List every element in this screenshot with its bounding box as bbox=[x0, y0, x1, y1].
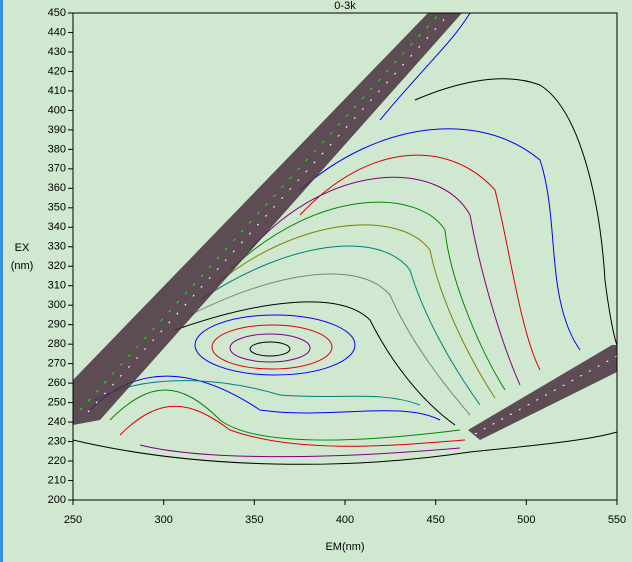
y-tick-label: 330 bbox=[48, 241, 66, 253]
y-tick-label: 290 bbox=[48, 319, 66, 331]
x-tick-label: 350 bbox=[245, 514, 263, 526]
y-tick-label: 300 bbox=[48, 299, 66, 311]
rayleigh-scatter-band bbox=[73, 12, 618, 440]
y-tick-label: 390 bbox=[48, 124, 66, 136]
y-tick-label: 400 bbox=[48, 104, 66, 116]
y-tick-label: 350 bbox=[48, 202, 66, 214]
y-axis-label: (nm) bbox=[11, 260, 34, 272]
y-tick-label: 320 bbox=[48, 260, 66, 272]
chart-title: 0-3k bbox=[334, 0, 356, 12]
x-axis-label: EM(nm) bbox=[325, 541, 364, 553]
y-tick-label: 260 bbox=[48, 377, 66, 389]
y-tick-label: 210 bbox=[48, 474, 66, 486]
y-tick-label: 310 bbox=[48, 280, 66, 292]
y-tick-label: 270 bbox=[48, 358, 66, 370]
window-edge bbox=[0, 0, 3, 562]
y-tick-label: 220 bbox=[48, 455, 66, 467]
y-tick-label: 450 bbox=[48, 7, 66, 19]
y-tick-label: 370 bbox=[48, 163, 66, 175]
y-tick-label: 230 bbox=[48, 435, 66, 447]
y-tick-label: 380 bbox=[48, 143, 66, 155]
y-tick-label: 280 bbox=[48, 338, 66, 350]
y-axis-label: EX bbox=[15, 242, 30, 254]
y-tick-label: 200 bbox=[48, 494, 66, 506]
x-tick-label: 300 bbox=[154, 514, 172, 526]
y-tick-label: 430 bbox=[48, 46, 66, 58]
x-tick-label: 250 bbox=[64, 514, 82, 526]
y-tick-label: 440 bbox=[48, 26, 66, 38]
x-tick-label: 450 bbox=[426, 514, 444, 526]
y-tick-label: 340 bbox=[48, 221, 66, 233]
x-tick-label: 550 bbox=[608, 514, 626, 526]
y-tick-label: 360 bbox=[48, 182, 66, 194]
y-tick-label: 240 bbox=[48, 416, 66, 428]
y-tick-label: 410 bbox=[48, 85, 66, 97]
y-tick-label: 420 bbox=[48, 65, 66, 77]
y-tick-label: 250 bbox=[48, 397, 66, 409]
x-tick-label: 400 bbox=[336, 514, 354, 526]
x-tick-label: 500 bbox=[517, 514, 535, 526]
contour-lines bbox=[72, 12, 618, 465]
